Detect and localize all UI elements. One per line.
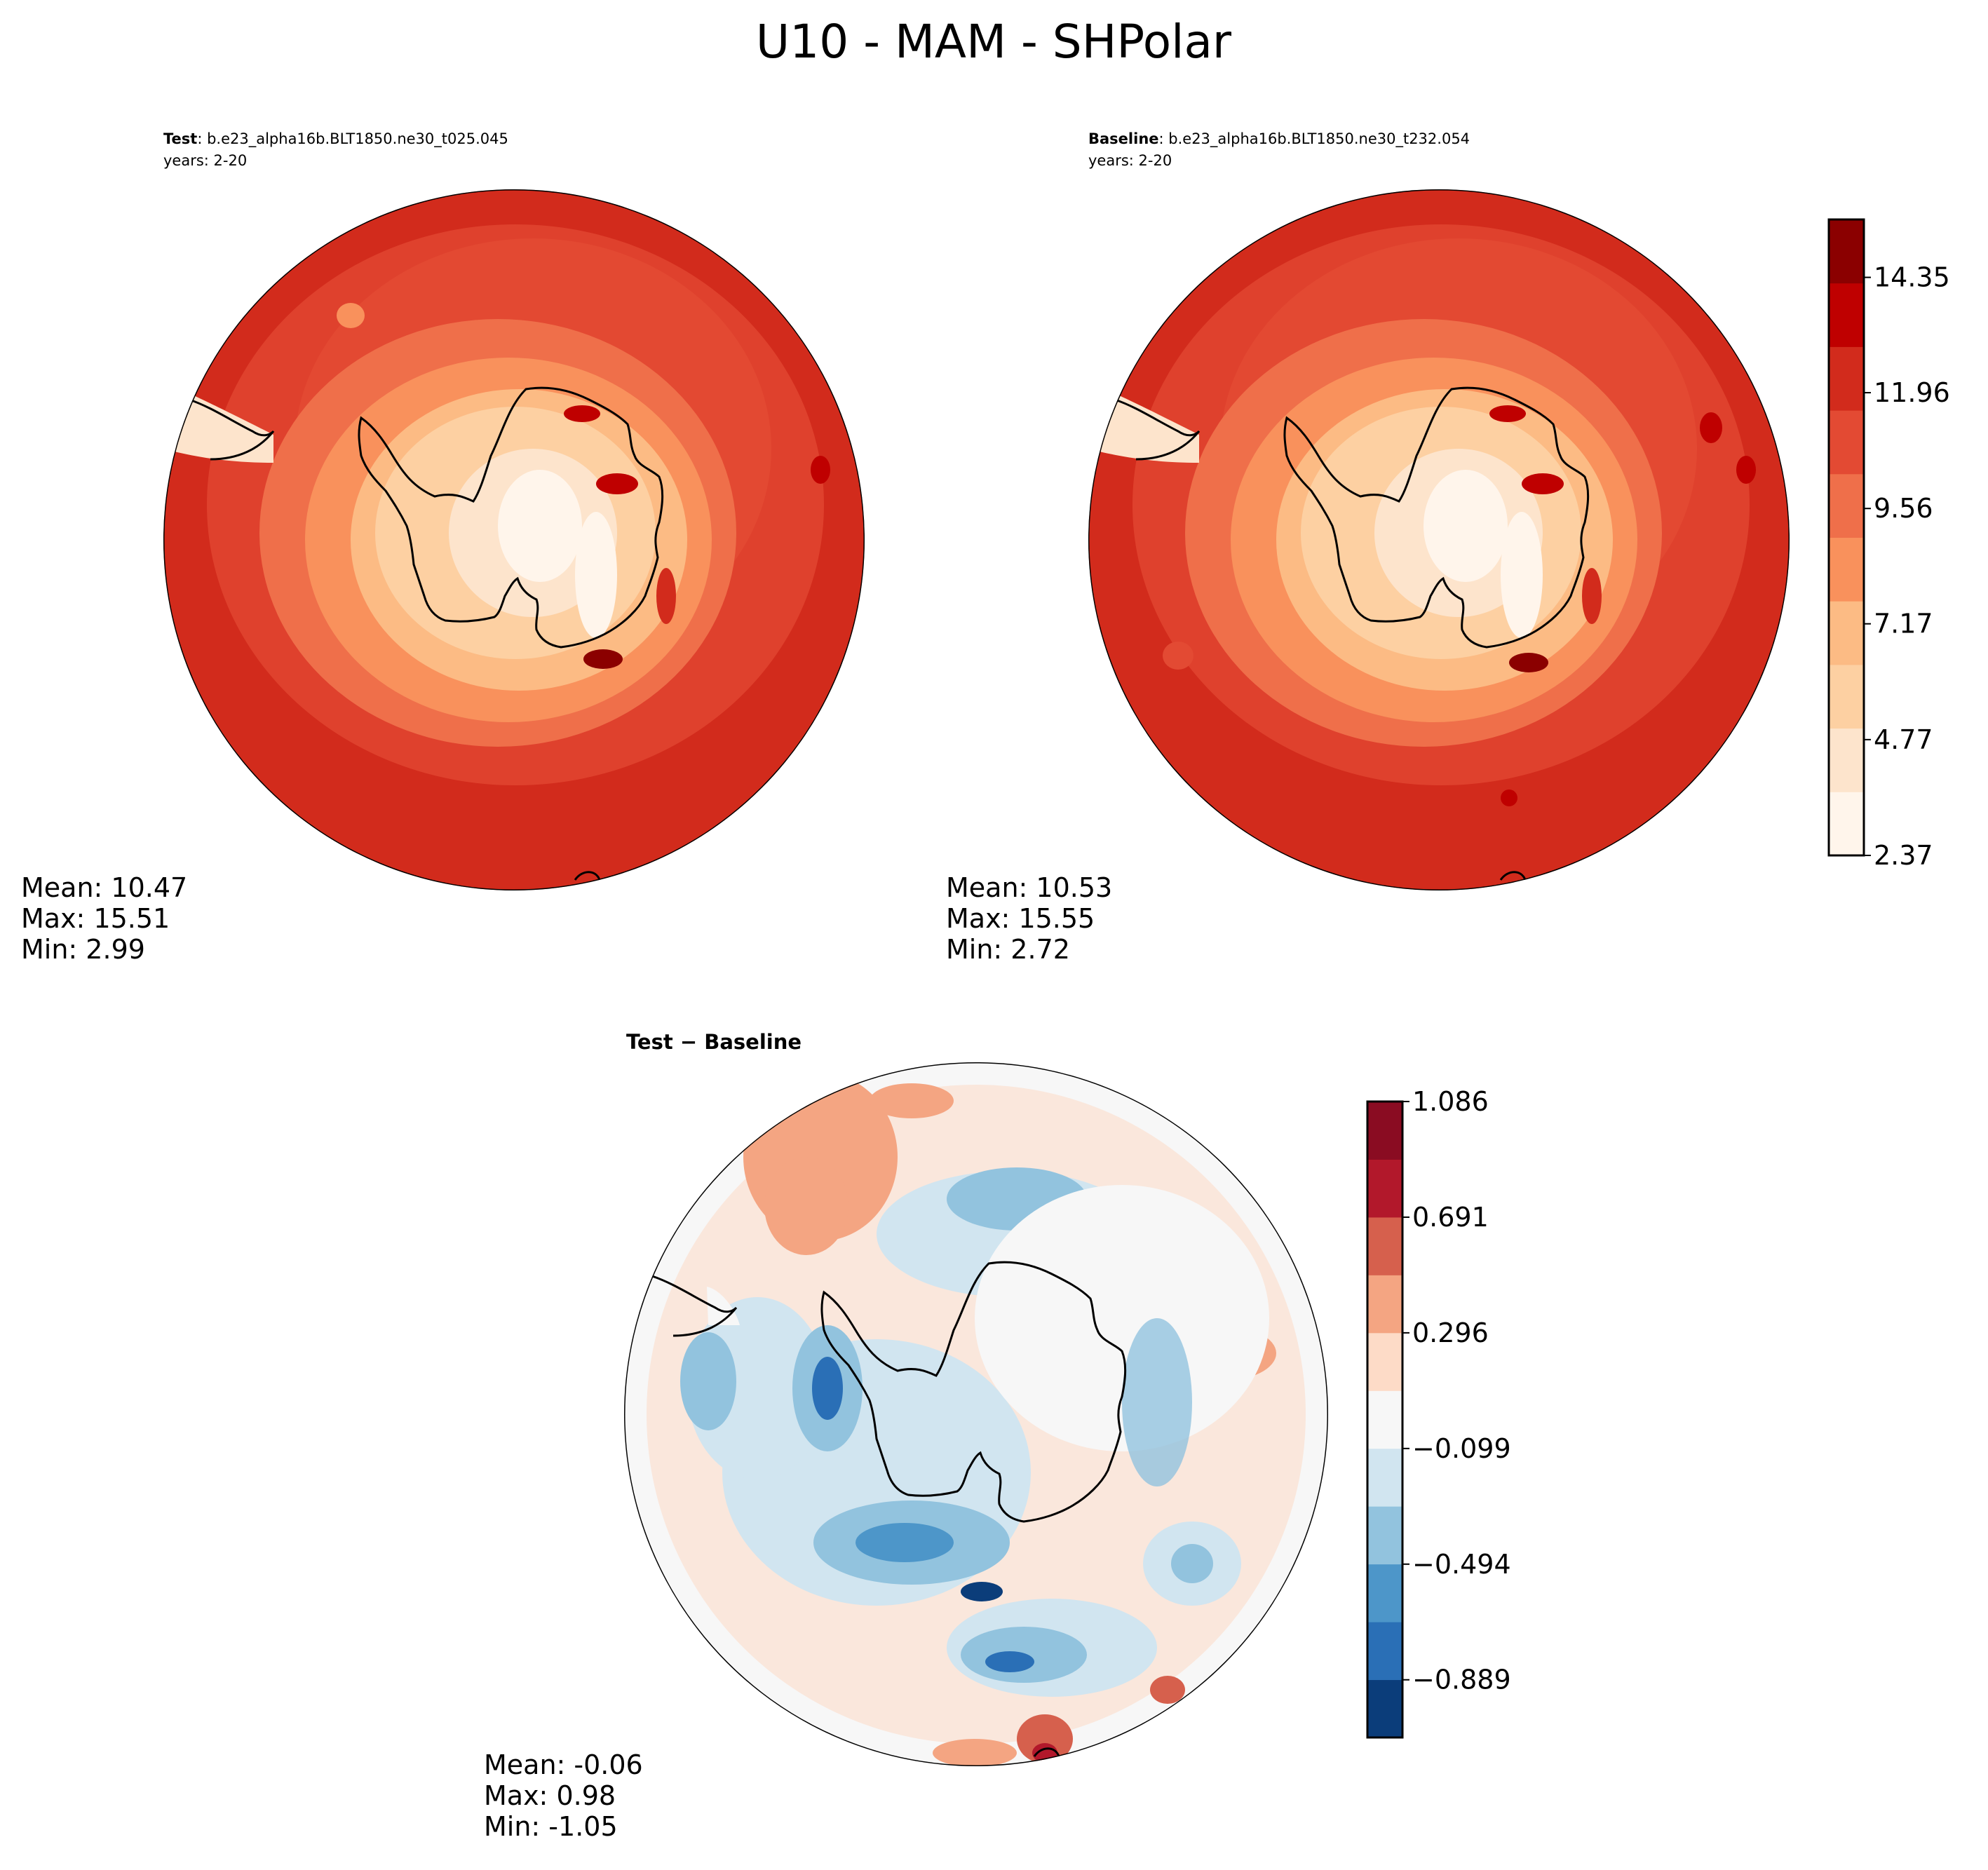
- diff-colorbar-swatch: [1367, 1390, 1402, 1449]
- panel-test-years: years: 2-20: [163, 152, 247, 169]
- panel-test-max: Max: 15.51: [21, 903, 170, 934]
- diff-colorbar-swatch: [1367, 1564, 1402, 1622]
- diff-colorbar-tick-label: −0.099: [1412, 1433, 1511, 1464]
- diff-colorbar-swatch: [1367, 1102, 1402, 1160]
- panel-test-mean: Mean: 10.47: [21, 872, 187, 903]
- field-colorbar-swatch: [1829, 792, 1864, 856]
- diff-colorbar-tick-label: −0.494: [1412, 1549, 1511, 1580]
- diff-colorbar-swatch: [1367, 1448, 1402, 1507]
- diff-colorbar-tick-label: 0.691: [1412, 1202, 1489, 1233]
- field-colorbar-swatch: [1829, 728, 1864, 792]
- field-colorbar-swatch: [1829, 283, 1864, 347]
- panel-diff-title: Test − Baseline: [626, 1030, 802, 1054]
- diff-colorbar-swatch: [1367, 1622, 1402, 1681]
- panel-test-label: Test: [163, 130, 197, 147]
- field-colorbar-swatch: [1829, 219, 1864, 284]
- panel-baseline-max: Max: 15.55: [946, 903, 1095, 934]
- diff-colorbar-tick-label: −0.889: [1412, 1665, 1511, 1695]
- diff-colorbar-swatch: [1367, 1159, 1402, 1218]
- diff-colorbar-swatch: [1367, 1275, 1402, 1334]
- field-colorbar-tick-label: 7.17: [1874, 609, 1933, 639]
- panel-baseline-mean: Mean: 10.53: [946, 872, 1112, 903]
- panel-baseline-min: Min: 2.72: [946, 934, 1070, 965]
- panel-test-min: Min: 2.99: [21, 934, 145, 965]
- panel-diff-max: Max: 0.98: [484, 1780, 616, 1811]
- panel-test: Test: b.e23_alpha16b.BLT1850.ne30_t025.0…: [21, 130, 865, 965]
- map-test: [163, 189, 865, 890]
- diff-colorbar-swatch: [1367, 1217, 1402, 1275]
- field-colorbar-swatch: [1829, 664, 1864, 729]
- diff-colorbar-swatch: [1367, 1679, 1402, 1738]
- colorbar-diff: −0.889 −0.494 −0.099 0.296 0.691 1.086: [1366, 1086, 1511, 1739]
- field-colorbar-swatch: [1829, 537, 1864, 602]
- field-colorbar-tick-label: 2.37: [1874, 840, 1933, 871]
- field-colorbar-tick-label: 4.77: [1874, 724, 1933, 755]
- diff-colorbar-swatch: [1367, 1332, 1402, 1391]
- panel-baseline-years: years: 2-20: [1088, 152, 1172, 169]
- panel-diff-mean: Mean: -0.06: [484, 1749, 643, 1780]
- figure-title: U10 - MAM - SHPolar: [756, 15, 1232, 69]
- panel-diff-min: Min: -1.05: [484, 1811, 618, 1842]
- field-colorbar-tick-label: 9.56: [1874, 493, 1933, 524]
- map-diff: [624, 1062, 1328, 1766]
- panel-baseline-label: Baseline: [1088, 130, 1159, 147]
- field-colorbar-swatch: [1829, 346, 1864, 411]
- panel-diff: Test − Baseline: [484, 1030, 1328, 1842]
- panel-baseline-header: Baseline: b.e23_alpha16b.BLT1850.ne30_t2…: [1088, 130, 1470, 148]
- panel-baseline-case: : b.e23_alpha16b.BLT1850.ne30_t232.054: [1159, 130, 1470, 148]
- field-colorbar-tick-label: 14.35: [1874, 262, 1950, 293]
- diff-colorbar-frame: [1366, 1100, 1404, 1739]
- panel-test-header: Test: b.e23_alpha16b.BLT1850.ne30_t025.0…: [163, 130, 508, 148]
- field-colorbar-swatch: [1829, 410, 1864, 475]
- diff-colorbar-tick-label: 1.086: [1412, 1086, 1489, 1117]
- diff-colorbar-swatch: [1367, 1506, 1402, 1565]
- panel-test-case: : b.e23_alpha16b.BLT1850.ne30_t025.045: [197, 130, 508, 148]
- diff-colorbar-tick-label: 0.296: [1412, 1317, 1489, 1348]
- field-colorbar-swatch: [1829, 473, 1864, 538]
- field-colorbar-tick-label: 11.96: [1874, 377, 1950, 408]
- field-colorbar-frame: [1827, 218, 1865, 857]
- map-baseline: [1088, 189, 1790, 890]
- colorbar-field: 2.37 4.77 7.17 9.56 11.96 14.35: [1827, 218, 1950, 871]
- panel-baseline: Baseline: b.e23_alpha16b.BLT1850.ne30_t2…: [946, 130, 1790, 965]
- field-colorbar-swatch: [1829, 601, 1864, 665]
